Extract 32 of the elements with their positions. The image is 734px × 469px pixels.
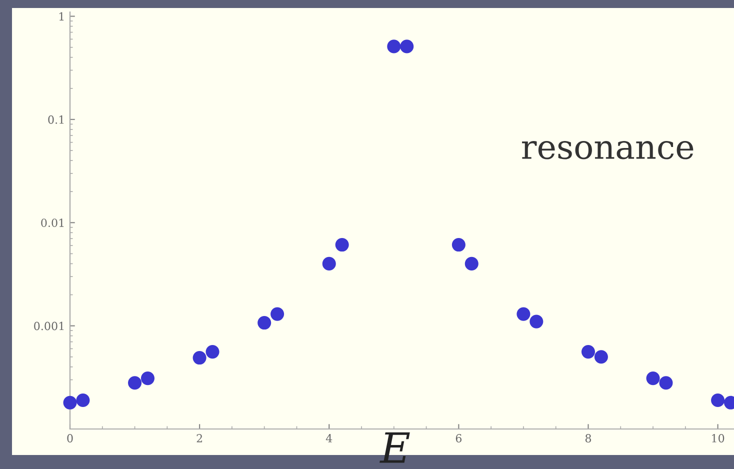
x-tick-label: 8: [585, 434, 592, 442]
point: [76, 393, 90, 408]
point: [646, 372, 660, 386]
x-tick-label: 4: [326, 434, 332, 442]
point: [581, 345, 596, 359]
point: [258, 316, 272, 330]
x-tick-label: 0: [67, 434, 73, 442]
point: [322, 256, 336, 270]
point: [387, 40, 401, 54]
point: [659, 376, 673, 390]
point: [63, 396, 77, 410]
point: [128, 376, 142, 390]
point: [711, 393, 725, 408]
x-tick-label: 10: [712, 434, 724, 442]
point: [335, 238, 349, 252]
annotation: resonance: [522, 141, 694, 160]
point: [270, 307, 284, 321]
y-tick-label: 0.1: [48, 115, 64, 124]
point: [530, 314, 544, 328]
y-tick-label: 0.001: [34, 322, 64, 330]
point: [140, 372, 155, 386]
point: [516, 307, 530, 321]
x-tick-label: 6: [456, 434, 462, 442]
point: [464, 256, 478, 270]
y-tick-label: 0.01: [41, 218, 64, 228]
point: [206, 345, 220, 359]
x-tick-label: 2: [196, 434, 202, 442]
point: [192, 351, 206, 365]
point: [594, 350, 608, 364]
point: [452, 238, 466, 252]
point: [400, 40, 414, 54]
y-tick-label: 1: [59, 12, 64, 20]
